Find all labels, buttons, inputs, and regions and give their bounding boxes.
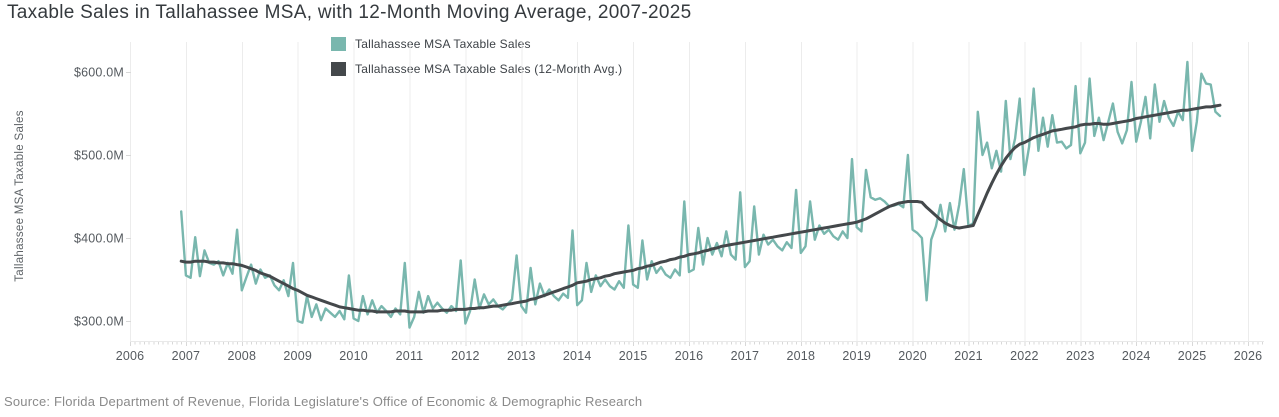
y-tick-label: $500.0M: [74, 149, 124, 163]
x-tick-label: 2026: [1234, 349, 1263, 363]
y-tick-label: $300.0M: [74, 315, 124, 329]
x-tick-label: 2021: [954, 349, 983, 363]
chart-title: Taxable Sales in Tallahassee MSA, with 1…: [7, 2, 692, 23]
x-tick-label: 2019: [842, 349, 871, 363]
legend: Tallahassee MSA Taxable Sales Tallahasse…: [331, 37, 622, 76]
legend-label-average: Tallahassee MSA Taxable Sales (12-Month …: [355, 62, 623, 76]
x-tick-label: 2015: [619, 349, 648, 363]
legend-swatch-monthly: [331, 37, 346, 51]
x-tick-label: 2010: [339, 349, 368, 363]
source-note: Source: Florida Department of Revenue, F…: [4, 394, 643, 409]
x-tick-label: 2006: [116, 349, 145, 363]
x-tick-label: 2016: [675, 349, 704, 363]
series-taxable-sales-line[interactable]: [179, 60, 1222, 329]
legend-item-taxable-sales[interactable]: Tallahassee MSA Taxable Sales: [331, 37, 622, 51]
x-tick-label: 2007: [172, 349, 201, 363]
x-tick-label: 2013: [507, 349, 536, 363]
x-tick-label: 2009: [283, 349, 312, 363]
x-tick-label: 2018: [786, 349, 815, 363]
x-tick-label: 2011: [396, 349, 424, 363]
legend-label-monthly: Tallahassee MSA Taxable Sales: [355, 37, 531, 51]
x-tick-label: 2023: [1066, 349, 1095, 363]
series-moving-avg-line[interactable]: [179, 103, 1222, 314]
legend-item-moving-average[interactable]: Tallahassee MSA Taxable Sales (12-Month …: [331, 62, 622, 76]
y-tick-label: $600.0M: [74, 66, 124, 80]
x-tick-label: 2024: [1122, 349, 1151, 363]
x-tick-label: 2020: [898, 349, 927, 363]
x-tick-label: 2022: [1010, 349, 1039, 363]
x-tick-label: 2008: [227, 349, 256, 363]
x-tick-label: 2025: [1178, 349, 1207, 363]
y-tick-label: $400.0M: [74, 232, 124, 246]
x-tick-label: 2014: [563, 349, 592, 363]
legend-swatch-average: [331, 62, 346, 76]
x-tick-label: 2017: [731, 349, 760, 363]
x-tick-label: 2012: [451, 349, 480, 363]
